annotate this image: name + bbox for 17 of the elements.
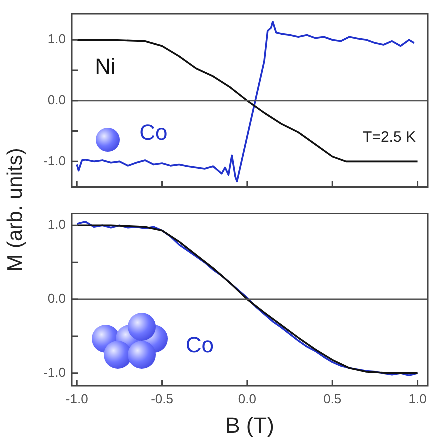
x-tick-label: -0.5 [151,391,174,406]
y-tick-label: 0.0 [48,92,66,108]
x-axis-title: B (T) [226,412,274,438]
x-tick-label: 1.0 [408,391,427,406]
y-tick-label: -1.0 [44,153,66,168]
x-tick-label: 0.0 [238,391,256,406]
series-label: Ni [95,54,116,79]
y-axis-title: M (arb. units) [4,148,28,272]
legend-label: Co [140,120,168,145]
x-tick-label: 0.5 [324,391,342,406]
legend-label: Co [186,332,214,358]
x-tick-label: -1.0 [66,391,88,406]
y-tick-label: -1.0 [44,365,66,380]
y-tick-label: 0.0 [48,291,66,306]
y-tick-label: 1.0 [48,32,66,47]
annotation: T=2.5 K [363,129,416,146]
y-tick-label: 1.0 [48,217,66,232]
